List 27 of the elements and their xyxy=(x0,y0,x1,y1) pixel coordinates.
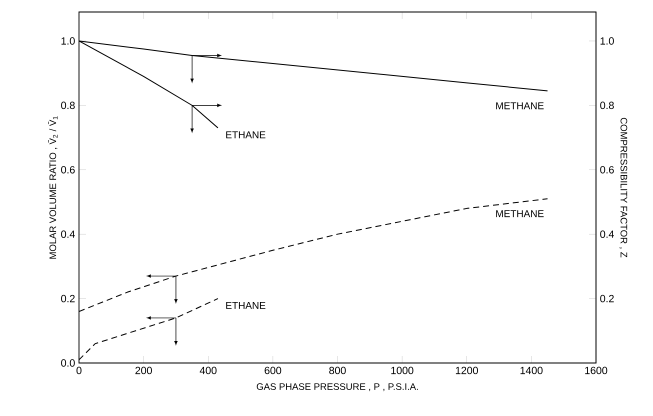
x-tick-label: 1200 xyxy=(456,366,478,374)
x-tick-label: 1600 xyxy=(585,366,608,374)
y-tick-label: 0.8 xyxy=(61,102,75,110)
series-label: METHANE xyxy=(496,102,544,110)
series-label: ETHANE xyxy=(226,302,266,309)
x-tick-label: 0 xyxy=(76,366,82,374)
y-tick-label: 0.4 xyxy=(61,230,75,238)
y2-tick-label: 0.2 xyxy=(600,294,614,302)
y2-axis-title: COMPRESSIBILITY FACTOR , Z xyxy=(619,118,628,258)
y-tick-label: 0.6 xyxy=(61,166,75,174)
y-tick-label: 1.0 xyxy=(61,37,75,45)
x-tick-label: 200 xyxy=(135,366,152,374)
y2-tick-label: 0.4 xyxy=(600,230,614,238)
x-tick-label: 800 xyxy=(329,366,346,374)
y2-tick-label: 1.0 xyxy=(600,37,614,45)
x-tick-label: 1000 xyxy=(391,366,414,374)
y2-tick-label: 0.6 xyxy=(600,166,614,174)
y-tick-label: 0.2 xyxy=(61,294,75,302)
y-axis-title: MOLAR VOLUME RATIO , V̄$_{2}$ / V̄$_{1}$ xyxy=(48,116,58,259)
x-axis-title: GAS PHASE PRESSURE , P , P.S.I.A. xyxy=(256,383,418,392)
series-label: ETHANE xyxy=(226,131,266,138)
x-tick-label: 1400 xyxy=(520,366,543,374)
y2-tick-label: 0.8 xyxy=(600,102,614,110)
y-tick-label: 0.0 xyxy=(61,359,75,367)
x-tick-label: 400 xyxy=(200,366,217,374)
series-label: METHANE xyxy=(496,210,544,218)
x-tick-label: 600 xyxy=(264,366,282,374)
